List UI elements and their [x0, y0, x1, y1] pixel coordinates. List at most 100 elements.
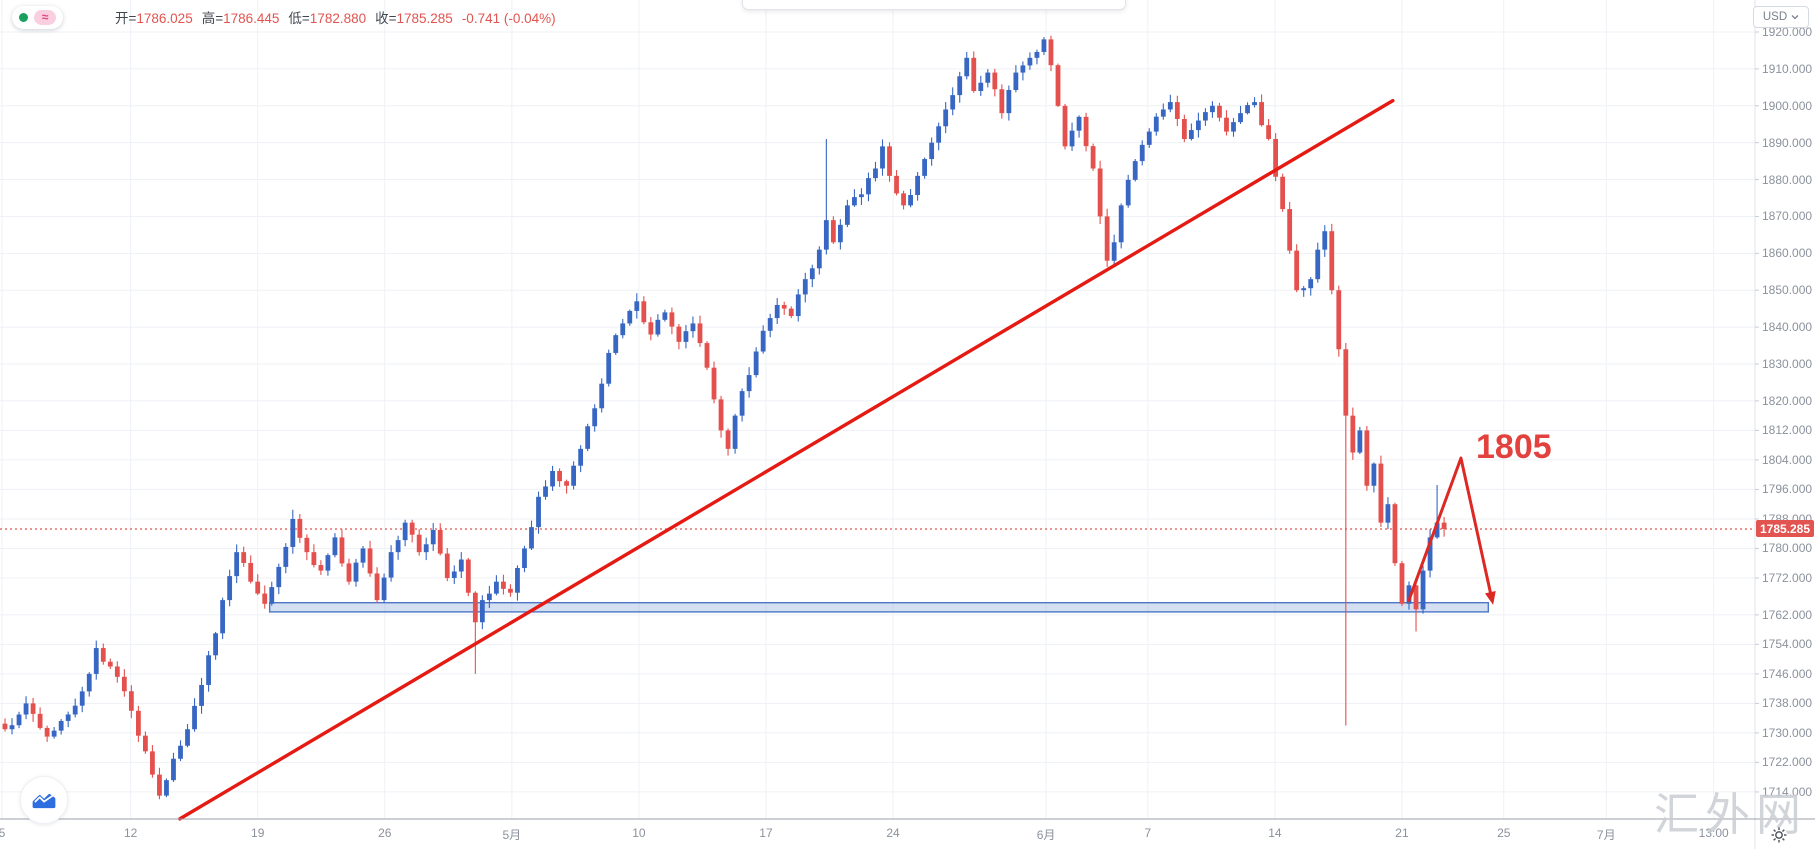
candle [178, 745, 183, 759]
candle [128, 691, 134, 711]
candle [353, 562, 359, 582]
candle [1266, 125, 1271, 139]
candle [374, 573, 380, 601]
candle [269, 587, 275, 604]
candle [1034, 51, 1040, 58]
candle [1231, 122, 1236, 132]
candle [1118, 205, 1124, 243]
candle [606, 352, 612, 384]
candle [297, 518, 303, 538]
candle [1420, 570, 1426, 610]
candle [1259, 102, 1264, 126]
candle [1364, 430, 1370, 486]
candle [1385, 504, 1391, 523]
candle [1055, 65, 1061, 106]
candle [9, 725, 15, 730]
candle [458, 559, 464, 572]
price-axis[interactable]: 1920.000 1910.000 1900.000 1890.000 1880.000… [1755, 0, 1815, 819]
candle [185, 729, 190, 746]
time-axis-label: 7 [1144, 826, 1152, 840]
candle [86, 673, 92, 692]
candle [1217, 105, 1222, 118]
ohlc-field-value: 1785.285 [396, 11, 453, 26]
candle [1160, 109, 1166, 117]
candle [571, 465, 577, 486]
candle [255, 581, 261, 594]
candle [508, 588, 513, 593]
time-axis-label: 13:00 [1698, 826, 1729, 840]
candle [936, 126, 942, 143]
candle [1069, 130, 1075, 147]
candle [346, 563, 352, 582]
candle [437, 530, 443, 554]
candle [157, 774, 162, 796]
candle [627, 310, 633, 324]
candle [1413, 585, 1419, 610]
candle [837, 224, 843, 243]
candle [1153, 116, 1159, 132]
chevron-down-icon [1791, 15, 1799, 20]
time-axis-label: 21 [1395, 826, 1409, 840]
time-axis-label: 26 [378, 826, 392, 840]
candle [929, 142, 935, 160]
time-axis-label: 5月 [502, 828, 522, 842]
projection-arrow-drawing[interactable] [1406, 456, 1494, 603]
candle [599, 383, 605, 409]
candle [1378, 463, 1384, 523]
floating-toolbar[interactable] [742, 0, 1126, 10]
time-axis[interactable]: 5 12 19 26 5月 10 17 24 6月 7 14 21 25 7月 13:00 [0, 819, 1755, 849]
candle [1273, 138, 1279, 177]
candle [1434, 522, 1440, 538]
price-axis-label: 1830.000 [1762, 357, 1813, 371]
candle [423, 544, 429, 553]
support-zone-drawing[interactable] [268, 601, 1490, 613]
time-axis-label: 17 [759, 826, 773, 840]
candle [472, 592, 478, 623]
currency-selector-button[interactable]: USD [1753, 6, 1809, 28]
candle [943, 109, 949, 127]
series-toggle[interactable]: ≈ [12, 5, 63, 29]
candle [536, 496, 541, 528]
candle [494, 581, 499, 594]
ohlc-field-label: 高= [201, 11, 224, 26]
candle [290, 518, 296, 547]
candle [1315, 249, 1321, 280]
price-scale-settings-gear-icon[interactable] [1770, 826, 1788, 844]
candle [37, 713, 43, 728]
indicator-approx-icon[interactable]: ≈ [34, 9, 56, 25]
candle [711, 367, 717, 400]
price-axis-label: 1820.000 [1762, 393, 1813, 408]
candle [1174, 102, 1180, 120]
candle [58, 720, 64, 731]
candle [901, 193, 906, 206]
candle [543, 486, 548, 497]
candle [957, 76, 963, 96]
candle [276, 566, 282, 588]
candle [1294, 250, 1300, 291]
candle [774, 304, 780, 319]
candle [367, 548, 373, 574]
candle [107, 661, 113, 667]
candle [971, 57, 977, 92]
candle [515, 567, 520, 593]
trendline-drawing[interactable] [178, 98, 1395, 821]
series-visibility-dot-icon[interactable] [19, 12, 28, 22]
candle [1048, 39, 1054, 66]
candle [1041, 39, 1047, 52]
candle [732, 415, 738, 449]
candle [1090, 146, 1096, 169]
target-price-annotation[interactable]: 1805 [1476, 428, 1552, 466]
time-axis-label: 19 [251, 826, 265, 840]
candle [192, 705, 197, 730]
chart-logo-button[interactable] [20, 776, 68, 824]
candle [781, 304, 787, 309]
candle [1139, 144, 1145, 162]
candle [206, 655, 211, 685]
candle [121, 676, 127, 692]
candle [585, 426, 591, 449]
price-axis-label: 1772.000 [1762, 570, 1813, 585]
candle [922, 159, 928, 176]
candle [964, 57, 970, 77]
candle [999, 89, 1005, 114]
